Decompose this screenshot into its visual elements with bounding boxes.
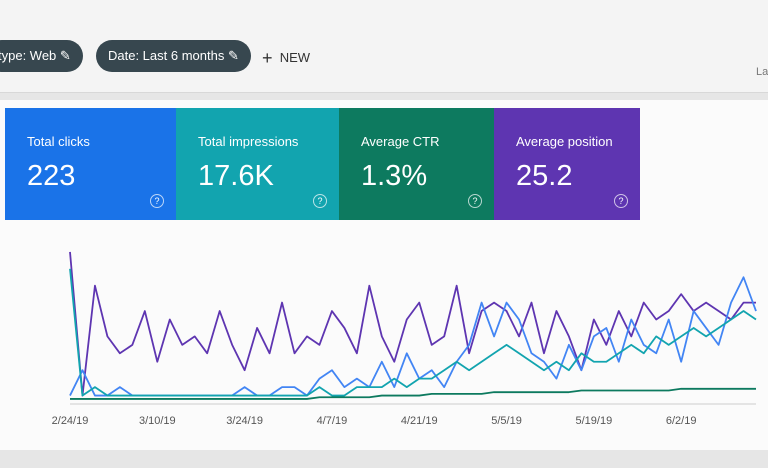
- filter-text: type: Web: [0, 48, 57, 63]
- series-line: [69, 276, 757, 397]
- metric-label: Total impressions: [198, 134, 299, 149]
- x-tick-label: 5/19/19: [576, 415, 613, 427]
- x-tick-label: 6/2/19: [666, 415, 697, 427]
- x-tick-label: 2/24/19: [52, 415, 89, 427]
- help-icon[interactable]: ?: [614, 194, 628, 208]
- metric-card[interactable]: Total clicks 223?: [5, 108, 176, 220]
- series-line: [69, 251, 756, 397]
- metric-value: 25.2: [516, 160, 573, 192]
- metric-label: Total clicks: [27, 134, 90, 149]
- help-icon[interactable]: ?: [150, 194, 164, 208]
- new-text: NEW: [279, 50, 311, 65]
- toolbar: type: Web ✎ Date: Last 6 months ✎ + NEW …: [0, 0, 768, 93]
- help-icon[interactable]: ?: [313, 194, 327, 208]
- metric-label: Average CTR: [361, 134, 440, 149]
- metric-value: 17.6K: [198, 160, 274, 192]
- filter-chip[interactable]: type: Web ✎: [0, 40, 83, 72]
- metric-card[interactable]: Average CTR 1.3%?: [339, 108, 494, 220]
- metric-label: Average position: [516, 134, 613, 149]
- new-button[interactable]: + NEW: [262, 48, 311, 68]
- x-tick-label: 5/5/19: [491, 415, 522, 427]
- filter-text: Date: Last 6 months: [108, 48, 225, 63]
- x-tick-label: 3/10/19: [139, 415, 176, 427]
- filter-chip[interactable]: Date: Last 6 months ✎: [96, 40, 251, 72]
- series-line: [69, 268, 757, 397]
- metric-card[interactable]: Total impressions 17.6K?: [176, 108, 339, 220]
- cut-text: La: [756, 66, 768, 78]
- metric-value: 223: [27, 160, 76, 192]
- x-tick-label: 4/21/19: [401, 415, 438, 427]
- help-icon[interactable]: ?: [468, 194, 482, 208]
- series-line: [70, 387, 756, 400]
- metric-value: 1.3%: [361, 160, 428, 192]
- x-tick-label: 3/24/19: [226, 415, 263, 427]
- x-tick-label: 4/7/19: [317, 415, 348, 427]
- metric-card[interactable]: Average position 25.2?: [494, 108, 640, 220]
